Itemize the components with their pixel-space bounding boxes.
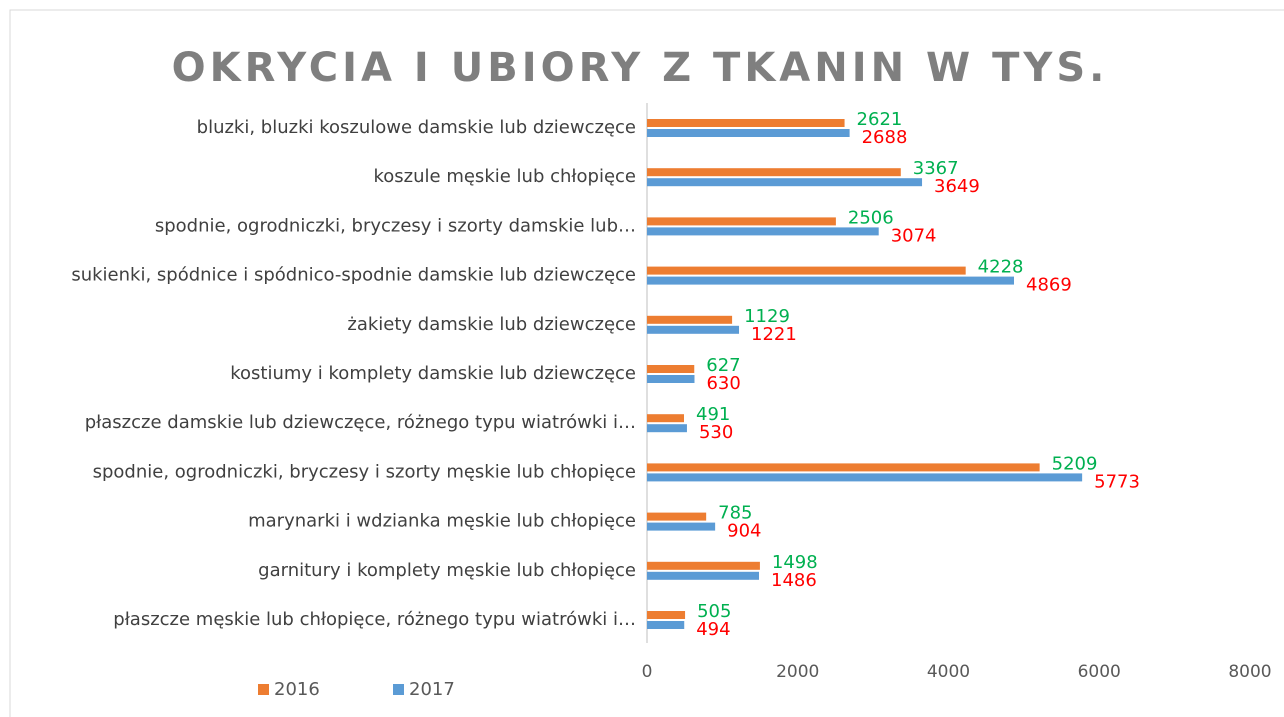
category-label: spodnie, ogrodniczki, bryczesy i szorty … [93, 461, 636, 482]
bar [647, 227, 879, 236]
bar [647, 611, 686, 619]
value-label: 5773 [1094, 471, 1140, 492]
category-label: koszule męskie lub chłopięce [374, 166, 637, 187]
bar [647, 424, 687, 433]
category-label: płaszcze damskie lub dziewczęce, różnego… [85, 412, 636, 433]
category-label: sukienki, spódnice i spódnico-spodnie da… [71, 265, 636, 286]
bar [647, 621, 685, 629]
category-label: bluzki, bluzki koszulowe damskie lub dzi… [197, 117, 636, 138]
bar [647, 375, 695, 383]
bar [647, 276, 1015, 285]
bar [647, 365, 695, 373]
x-tick-label: 2000 [776, 662, 819, 682]
value-label: 2506 [848, 207, 894, 228]
value-label: 2688 [862, 127, 908, 148]
value-label: 530 [699, 422, 733, 443]
value-label: 1129 [744, 306, 790, 327]
chart-border [9, 9, 1284, 717]
value-label: 491 [696, 404, 730, 425]
legend-label: 2017 [409, 679, 455, 700]
bar [647, 463, 1040, 472]
value-label: 904 [727, 521, 761, 542]
bar [647, 522, 716, 531]
bar [647, 266, 966, 275]
category-label: spodnie, ogrodniczki, bryczesy i szorty … [155, 215, 636, 236]
bar [647, 512, 707, 521]
category-label: żakiety damskie lub dziewczęce [347, 314, 636, 335]
bar [647, 178, 923, 187]
category-label: marynarki i wdzianka męskie lub chłopięc… [248, 511, 636, 532]
value-label: 505 [697, 601, 731, 622]
value-label: 4228 [978, 257, 1024, 278]
bar [647, 217, 836, 226]
value-label: 3367 [913, 158, 959, 179]
bar [647, 571, 760, 580]
legend-swatch [393, 684, 404, 695]
value-label: 3074 [891, 225, 937, 246]
bar [647, 119, 845, 127]
value-label: 494 [696, 619, 730, 640]
category-label: płaszcze męskie lub chłopięce, różnego t… [113, 609, 636, 630]
bar [647, 325, 740, 334]
legend-swatch [258, 684, 269, 695]
category-label: garnitury i komplety męskie lub chłopięc… [258, 560, 636, 581]
category-label: kostiumy i komplety damskie lub dziewczę… [230, 363, 636, 384]
x-tick-label: 0 [642, 662, 653, 682]
x-tick-label: 4000 [927, 662, 970, 682]
value-label: 1498 [772, 552, 818, 573]
bar [647, 129, 850, 137]
legend-label: 2016 [274, 679, 320, 700]
value-label: 3649 [934, 176, 980, 197]
value-label: 5209 [1052, 453, 1098, 474]
value-label: 630 [706, 373, 740, 394]
value-label: 1486 [771, 570, 817, 591]
value-label: 4869 [1026, 275, 1072, 296]
chart-title: OKRYCIA I UBIORY Z TKANIN W TYS. [172, 45, 1109, 91]
bar [647, 561, 760, 570]
value-label: 785 [718, 503, 752, 524]
x-tick-label: 8000 [1228, 662, 1271, 682]
x-tick-label: 6000 [1078, 662, 1121, 682]
bar [647, 473, 1083, 482]
value-label: 627 [706, 355, 740, 376]
value-label: 2621 [857, 109, 903, 130]
bar [647, 315, 733, 324]
bar [647, 168, 901, 177]
value-label: 1221 [751, 324, 797, 345]
bar [647, 414, 685, 423]
